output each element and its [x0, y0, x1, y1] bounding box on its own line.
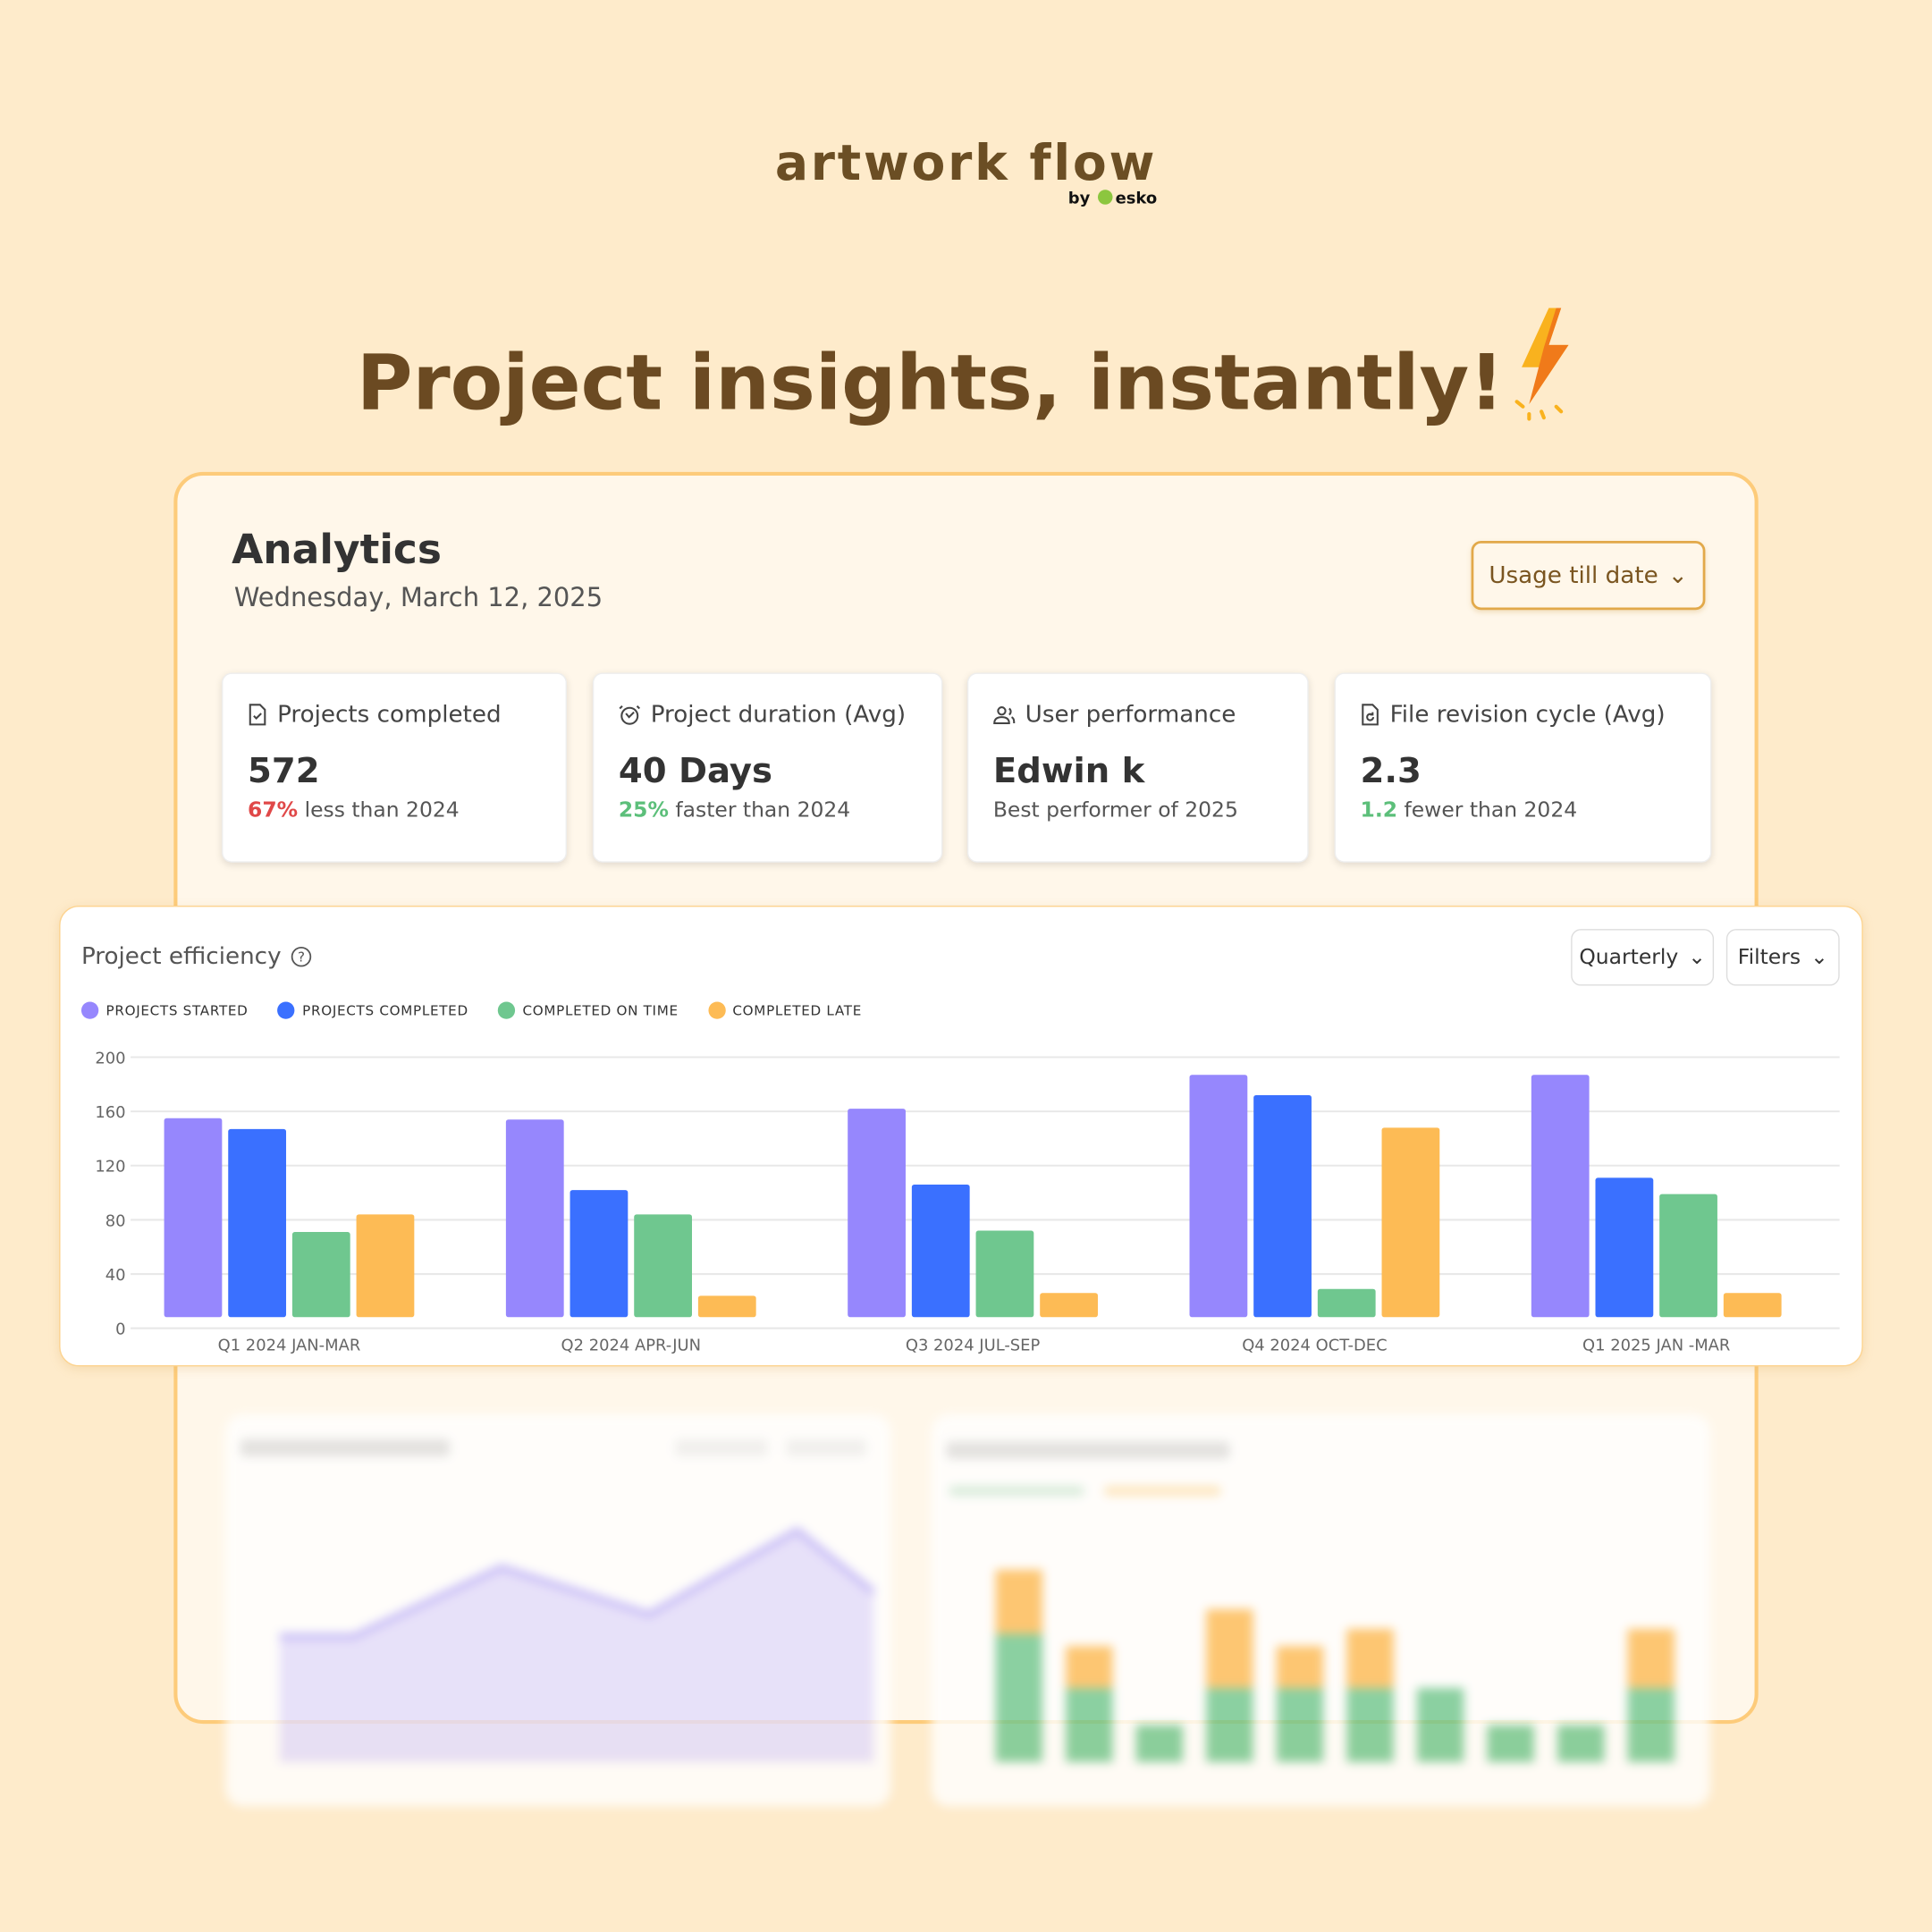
headline: Project insights, instantly!	[0, 308, 1932, 427]
analytics-title: Analytics	[232, 525, 442, 573]
period-select[interactable]: Quarterly ⌄	[1571, 929, 1715, 986]
blurred-tasks-card	[931, 1414, 1710, 1807]
y-tick-label: 120	[95, 1158, 125, 1177]
bar-chart: 0 40 80 120 160 200 Q1 2024 JAN-MAR Q2 2024 APR…	[95, 1049, 1840, 1355]
blurred-duration-card	[225, 1414, 891, 1807]
blurred-bar	[995, 1633, 1042, 1762]
bar-projects-completed	[1253, 1094, 1312, 1318]
legend-item[interactable]: PROJECTS COMPLETED	[277, 1001, 468, 1019]
esko-mark-icon	[1098, 190, 1113, 205]
logo-by: by	[1067, 190, 1091, 208]
blurred-bar	[1346, 1628, 1394, 1689]
blurred-bar	[1135, 1725, 1184, 1762]
card-value: 572	[248, 750, 320, 791]
x-tick-label: Q3 2024 JUL-SEP	[906, 1337, 1041, 1355]
y-tick-label: 200	[95, 1049, 125, 1067]
card-value: 2.3	[1360, 750, 1422, 791]
bar-projects-completed	[1595, 1177, 1654, 1318]
card-project-duration: Project duration (Avg) 40 Days 25% faste…	[592, 672, 943, 863]
bar-completed-late	[1040, 1293, 1098, 1318]
lightning-icon	[1514, 308, 1568, 421]
y-tick-label: 160	[95, 1103, 125, 1122]
bar-completed-late	[356, 1214, 415, 1318]
blurred-bar	[1627, 1688, 1675, 1762]
analytics-date: Wednesday, March 12, 2025	[233, 582, 603, 612]
blurred-bar	[1346, 1688, 1394, 1762]
blurred-stacked-chart	[946, 1441, 1675, 1762]
blurred-bar	[1557, 1725, 1605, 1762]
project-efficiency-panel: Project efficiency? Quarterly ⌄ Filters ⌄ …	[59, 905, 1863, 1367]
bar-completed-late	[1723, 1293, 1782, 1318]
x-tick-label: Q1 2024 JAN-MAR	[218, 1337, 361, 1355]
blurred-bar	[1487, 1725, 1534, 1762]
bar-projects-started	[1189, 1075, 1248, 1318]
chevron-down-icon: ⌄	[1688, 945, 1706, 970]
bar-completed-on-time	[1317, 1288, 1376, 1318]
blurred-bar	[1416, 1688, 1464, 1762]
blurred-bar	[995, 1569, 1042, 1634]
card-value: Edwin k	[992, 750, 1145, 791]
x-tick-label: Q1 2025 JAN -MAR	[1582, 1337, 1730, 1355]
bar-projects-completed	[911, 1185, 970, 1318]
file-revision-icon	[1362, 704, 1379, 726]
bar-projects-started	[1531, 1075, 1590, 1318]
chevron-down-icon: ⌄	[1810, 945, 1828, 970]
legend-swatch	[707, 1001, 726, 1019]
card-value: 40 Days	[618, 750, 773, 791]
card-projects-completed: Projects completed 572 67% less than 202…	[222, 672, 567, 863]
y-tick-label: 0	[115, 1320, 125, 1339]
bar-completed-late	[697, 1295, 756, 1318]
blurred-bar	[1206, 1688, 1253, 1762]
svg-text:?: ?	[298, 949, 305, 965]
bar-projects-started	[164, 1118, 223, 1318]
filters-button[interactable]: Filters ⌄	[1725, 929, 1840, 986]
blurred-bar	[1276, 1646, 1324, 1689]
legend-item[interactable]: COMPLETED LATE	[707, 1001, 862, 1019]
card-file-revision: File revision cycle (Avg) 2.3 1.2 fewer …	[1334, 672, 1712, 863]
legend-swatch	[80, 1001, 99, 1019]
blurred-bar	[1066, 1688, 1113, 1762]
chevron-down-icon: ⌄	[1667, 561, 1688, 589]
x-tick-label: Q4 2024 OCT-DEC	[1242, 1337, 1387, 1355]
user-icon	[993, 706, 1016, 725]
blurred-bar	[1206, 1608, 1253, 1689]
bar-projects-started	[505, 1119, 564, 1318]
bar-completed-on-time	[1659, 1194, 1717, 1318]
chart-title: Project efficiency?	[81, 942, 312, 970]
blurred-bar	[1627, 1628, 1675, 1689]
artwork-flow-logo: artwork flow by esko	[774, 135, 1158, 208]
bar-projects-completed	[228, 1128, 287, 1318]
help-icon[interactable]: ?	[291, 946, 312, 966]
bar-projects-started	[848, 1109, 906, 1318]
x-tick-label: Q2 2024 APR-JUN	[561, 1337, 701, 1355]
legend-item[interactable]: PROJECTS STARTED	[80, 1001, 249, 1019]
logo-partner: esko	[1115, 190, 1158, 208]
usage-range-select[interactable]: Usage till date ⌄	[1471, 541, 1706, 611]
chart-legend: PROJECTS STARTED PROJECTS COMPLETED COMP…	[80, 1001, 862, 1019]
blurred-bar	[1066, 1646, 1113, 1689]
bar-completed-on-time	[634, 1214, 692, 1318]
y-tick-label: 40	[105, 1266, 126, 1285]
card-user-performance: User performance Edwin k Best performer …	[966, 672, 1309, 863]
bar-completed-late	[1381, 1127, 1440, 1318]
bar-projects-completed	[569, 1190, 629, 1318]
clock-icon	[619, 704, 641, 725]
legend-item[interactable]: COMPLETED ON TIME	[497, 1001, 679, 1019]
y-tick-label: 80	[105, 1211, 126, 1230]
bar-completed-on-time	[975, 1230, 1034, 1318]
blurred-bar	[1276, 1688, 1324, 1762]
file-check-icon	[249, 704, 266, 726]
bar-completed-on-time	[291, 1232, 350, 1318]
legend-swatch	[277, 1001, 295, 1019]
legend-swatch	[497, 1001, 516, 1019]
blurred-area-chart	[240, 1438, 875, 1762]
